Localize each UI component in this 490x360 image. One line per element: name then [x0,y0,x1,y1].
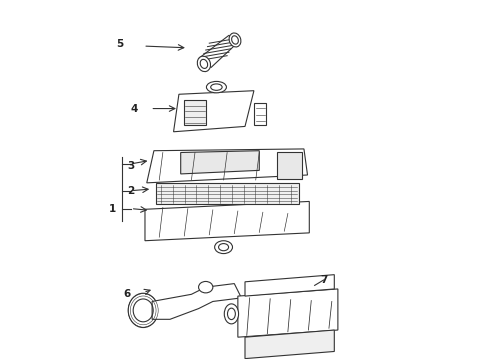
Polygon shape [181,151,259,174]
Text: 6: 6 [123,289,131,299]
Polygon shape [238,289,338,337]
FancyBboxPatch shape [254,103,267,125]
Ellipse shape [206,81,226,93]
FancyBboxPatch shape [277,153,302,179]
Text: 7: 7 [320,275,327,285]
FancyBboxPatch shape [184,100,206,125]
Ellipse shape [229,33,241,47]
Text: 5: 5 [116,39,123,49]
Ellipse shape [215,241,232,253]
Polygon shape [152,284,242,319]
Ellipse shape [128,293,158,328]
Text: 1: 1 [109,203,117,213]
Polygon shape [245,275,334,296]
FancyBboxPatch shape [156,183,298,204]
Polygon shape [198,35,238,67]
Ellipse shape [197,56,211,72]
Text: 2: 2 [127,186,134,196]
Polygon shape [245,330,334,359]
Text: 4: 4 [130,104,138,113]
Text: 3: 3 [127,161,134,171]
Polygon shape [145,202,309,241]
Polygon shape [173,91,254,132]
Ellipse shape [198,282,213,293]
Polygon shape [147,149,308,183]
Ellipse shape [224,304,239,324]
